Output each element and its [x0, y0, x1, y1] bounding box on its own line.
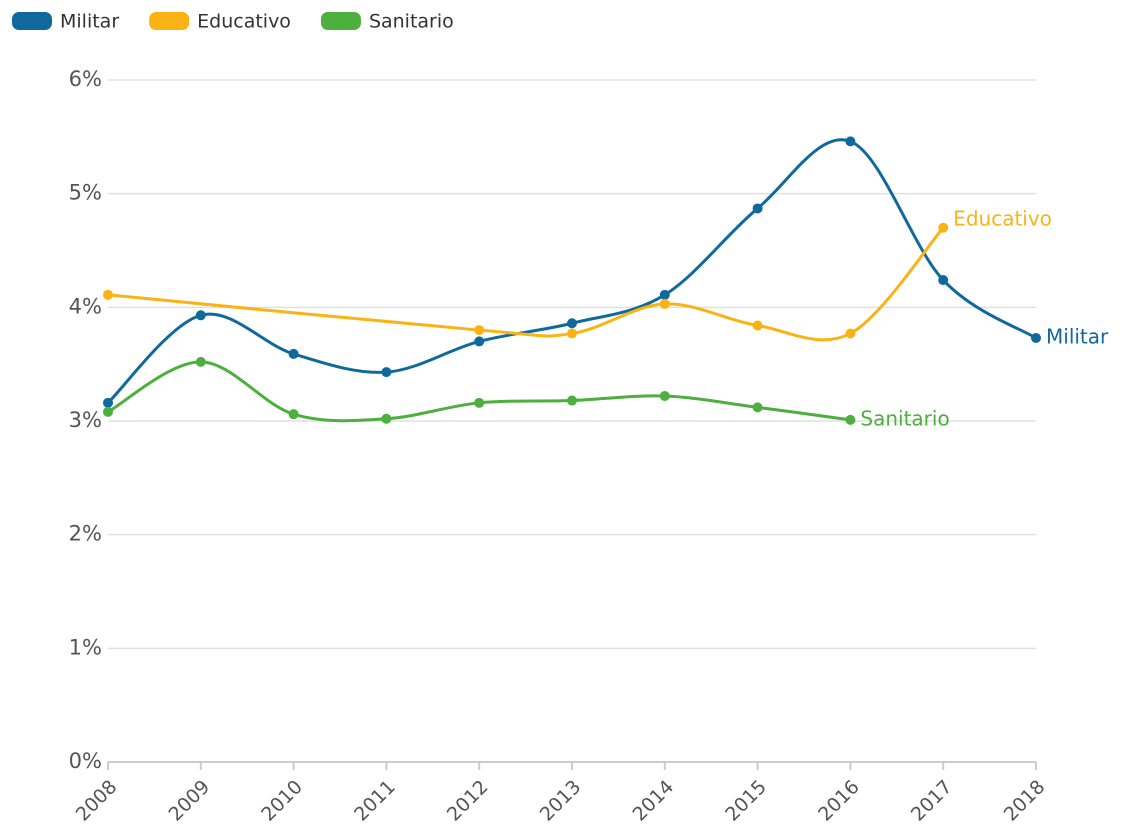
point [195, 310, 206, 321]
end-label: Educativo [953, 206, 1052, 230]
y-tick-label: 5% [69, 181, 102, 205]
legend-swatch [12, 12, 52, 30]
x-tick-label: 2009 [164, 776, 214, 826]
point [103, 397, 113, 408]
y-tick-label: 2% [69, 522, 102, 546]
x-tick-label: 2008 [72, 776, 122, 826]
x-tick-label: 2015 [721, 776, 771, 826]
legend-label: Sanitario [369, 11, 454, 33]
y-tick-label: 3% [69, 408, 102, 432]
point [659, 289, 670, 300]
point [845, 328, 856, 339]
point [474, 336, 485, 347]
point [845, 414, 856, 425]
point [567, 328, 577, 339]
end-label: Militar [1046, 325, 1109, 349]
point [103, 406, 113, 417]
y-tick-label: 6% [69, 67, 102, 91]
y-tick-label: 0% [69, 749, 102, 773]
point [752, 203, 763, 214]
x-tick-label: 2010 [257, 776, 307, 826]
y-tick-label: 4% [69, 294, 102, 318]
point [752, 402, 763, 413]
point [938, 275, 949, 286]
y-tick-label: 1% [69, 635, 102, 659]
point [381, 413, 392, 424]
legend-label: Educativo [197, 11, 291, 33]
x-tick-label: 2013 [536, 776, 586, 826]
point [474, 397, 485, 408]
point [381, 367, 392, 378]
series-line [107, 360, 851, 423]
legend-label: Militar [60, 11, 119, 33]
point [1031, 333, 1041, 344]
x-tick-label: 2018 [1000, 776, 1050, 826]
x-tick-label: 2017 [907, 776, 957, 826]
legend-swatch [320, 12, 361, 30]
end-label: Sanitario [860, 406, 949, 430]
x-tick-label: 2011 [350, 776, 400, 826]
point [195, 356, 206, 367]
point [288, 409, 299, 420]
point [103, 289, 113, 300]
point [938, 222, 949, 233]
legend-swatch [149, 12, 190, 30]
point [567, 318, 577, 329]
point [659, 298, 670, 309]
point [474, 325, 485, 336]
point [659, 390, 670, 401]
point [288, 348, 299, 359]
x-tick-label: 2016 [814, 776, 864, 826]
series-line [106, 138, 1037, 404]
point [752, 320, 763, 331]
x-tick-label: 2014 [628, 776, 678, 826]
point [567, 395, 577, 406]
point [845, 136, 856, 147]
x-tick-label: 2012 [443, 776, 493, 826]
series-line [107, 226, 945, 342]
